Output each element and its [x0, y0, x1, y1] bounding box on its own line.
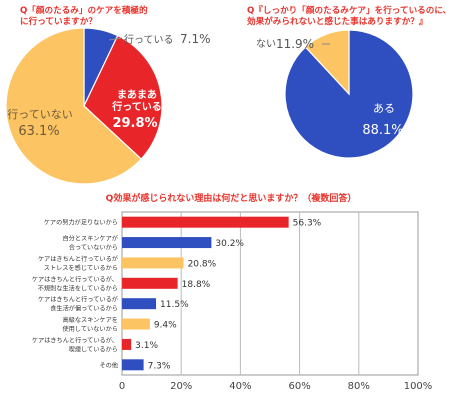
pie1-label-1: まあまあ行っている: [111, 88, 162, 113]
pie1-slice-2: [5, 27, 143, 185]
pie-chart-care: 行っている 7.1% まあまあ行っている 29.8% 行っていない 63.1%: [5, 27, 211, 185]
pie-chart-effect: ある 88.1% ない 11.9%: [256, 29, 414, 159]
bar-0: [122, 216, 289, 228]
bar-value-label-0: 56.3%: [293, 219, 322, 229]
bar-4: [122, 298, 157, 310]
bar-value-label-1: 30.2%: [215, 239, 244, 249]
pie2-label-0: ある: [373, 102, 395, 115]
x-tick-label-4: 80%: [348, 381, 370, 392]
x-tick-label-5: 100%: [404, 381, 433, 392]
pie1-value-2: 63.1%: [18, 124, 59, 139]
bar-value-label-3: 18.8%: [182, 280, 211, 290]
pie1-value-0: 7.1%: [180, 32, 211, 46]
bar-6: [122, 338, 132, 350]
bar-7: [122, 359, 144, 371]
category-label-5: 高級なスキンケアを使用していないから: [62, 316, 118, 333]
pie1-leader-line: [108, 37, 123, 41]
x-tick-label-1: 20%: [170, 381, 192, 392]
category-label-1: 自分とスキンケアが合っていないから: [62, 235, 118, 252]
x-tick-label-2: 40%: [229, 381, 251, 392]
pie1-title: Q「顔のたるみ」のケアを積極的 に行っていますか？: [20, 6, 148, 27]
bar-value-label-7: 7.3%: [148, 361, 171, 371]
pie2-label-1: ない: [256, 38, 276, 50]
pie1-slice-1: [83, 34, 163, 160]
x-tick-label-0: 0: [119, 381, 125, 392]
category-label-7: その他: [99, 361, 118, 369]
bar-plot-frame: [121, 211, 419, 376]
category-label-4: ケアはきちんと行っているが食生活が偏っているから: [38, 296, 119, 313]
pie2-value-1: 11.9%: [276, 37, 314, 51]
x-tick-label-3: 60%: [288, 381, 310, 392]
pie2-value-0: 88.1%: [362, 123, 403, 138]
pie2-slice-0: [284, 29, 414, 159]
pie1-label-0: 行っている: [124, 33, 174, 46]
category-label-6: ケアはきちんと行っているが、喫煙しているから: [32, 336, 118, 353]
bar-3: [122, 277, 178, 289]
pie2-title: Q『しっかり「顔のたるみケア」を行っているのに、 効果がみられないと感じた事はあ…: [247, 6, 452, 27]
bar-1: [122, 237, 212, 249]
category-label-3: ケアはきちんと行っているが、不規則な生活をしているから: [32, 275, 118, 292]
bar-value-label-6: 3.1%: [135, 341, 158, 351]
bar-2: [122, 257, 184, 269]
category-label-0: ケアの努力が足りないから: [44, 219, 118, 227]
bar-chart-title: Q効果が感じられない理由は何だと思いますか？（複数回答）: [105, 194, 357, 204]
bar-value-label-5: 9.4%: [154, 321, 177, 331]
bar-value-label-4: 11.5%: [160, 300, 189, 310]
category-label-2: ケアはきちんと行っているがストレスを感じているから: [38, 255, 119, 272]
pie2-slice-1: [304, 29, 350, 96]
bar-chart-reasons: 0 20% 40% 60% 80% 100% 56.3% ケアの努力が足りないから 30.2% 自…: [32, 211, 433, 392]
bar-value-label-2: 20.8%: [188, 259, 217, 269]
pie1-value-1: 29.8%: [112, 116, 157, 131]
pie1-label-2: 行っていない: [7, 108, 72, 121]
bar-5: [122, 318, 150, 330]
